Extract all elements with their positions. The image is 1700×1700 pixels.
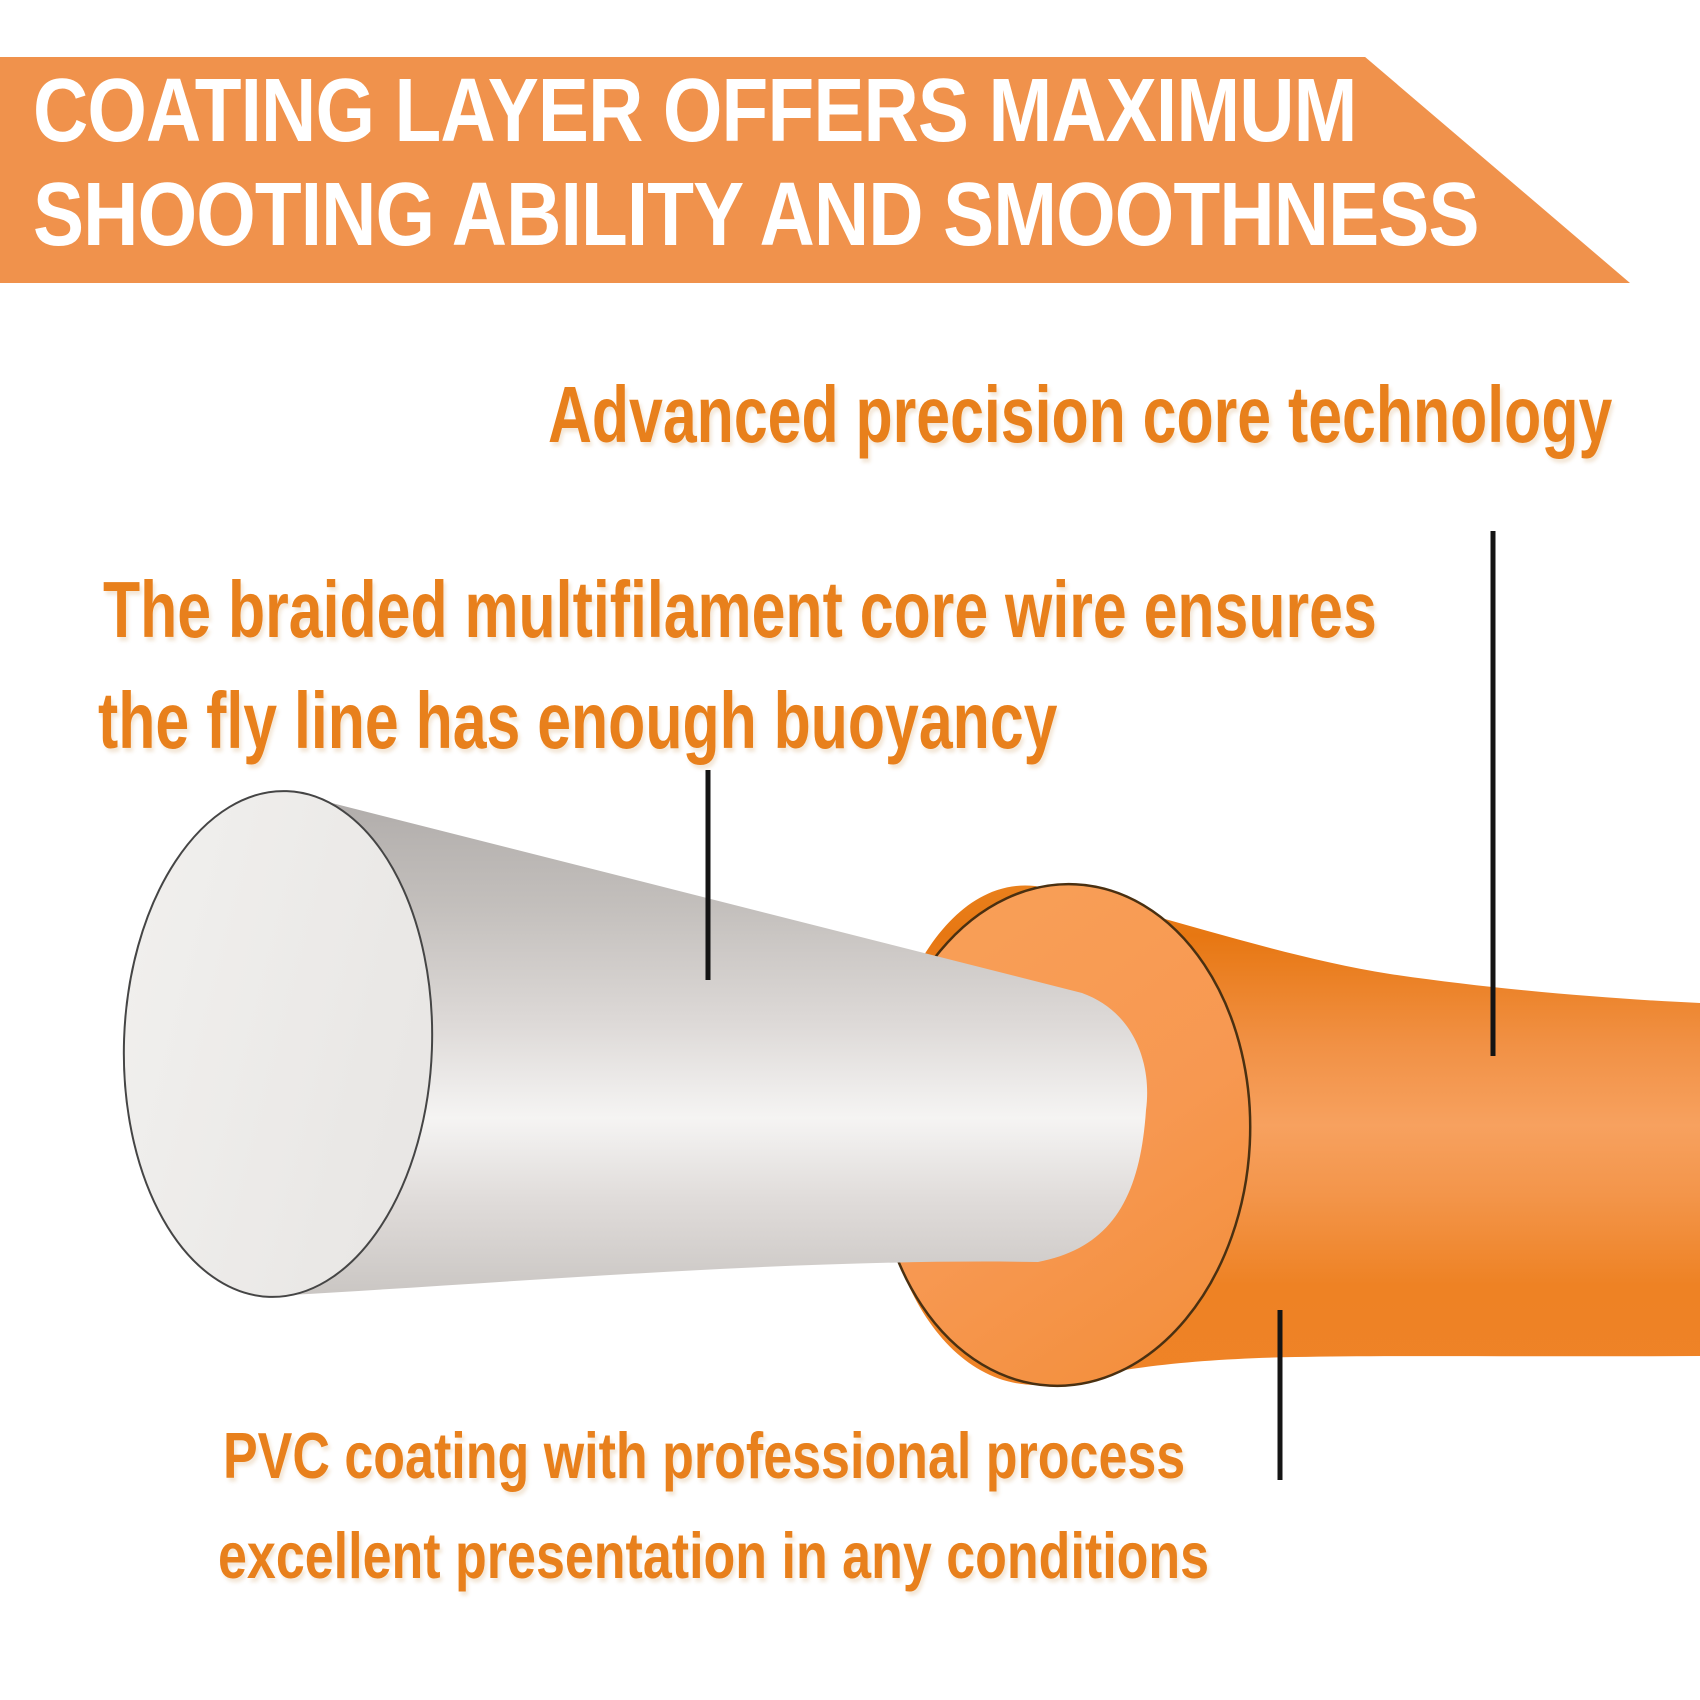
banner-title-line1: COATING LAYER OFFERS MAXIMUM — [33, 61, 1357, 161]
caption-pvc-coating-line1: PVC coating with professional process — [223, 1419, 1186, 1492]
header-banner — [0, 57, 1630, 283]
caption-core-technology: Advanced precision core technology — [548, 370, 1613, 459]
caption-braided-core-line1: The braided multifilament core wire ensu… — [103, 565, 1377, 654]
caption-braided-core-line2: the fly line has enough buoyancy — [98, 676, 1058, 765]
caption-pvc-coating-line2: excellent presentation in any conditions — [218, 1519, 1210, 1592]
braided-core-cross-section — [122, 790, 434, 1298]
banner-title-line2: SHOOTING ABILITY AND SMOOTHNESS — [33, 165, 1480, 265]
